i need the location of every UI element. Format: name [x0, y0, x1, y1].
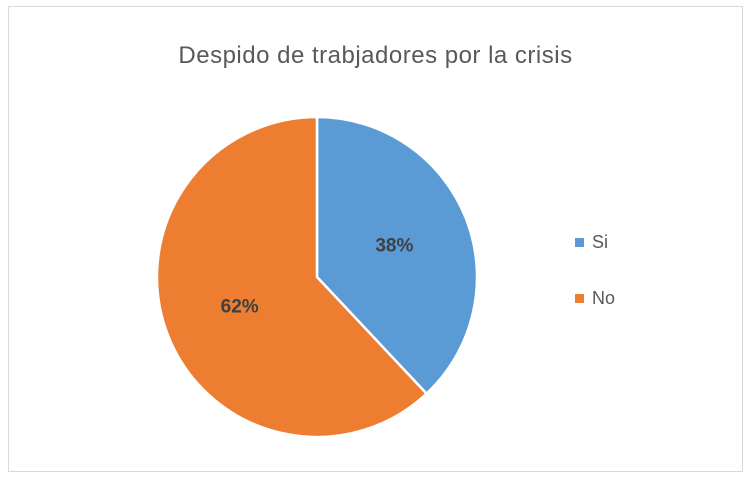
pie-slice-si [315, 115, 479, 395]
legend-label: No [592, 287, 616, 308]
chart-legend: Si No [575, 228, 615, 340]
data-label-si: 38% [375, 235, 413, 256]
legend-swatch [575, 293, 584, 303]
legend-item-no: No [575, 284, 615, 312]
legend-label: Si [592, 231, 609, 252]
legend-item-si: Si [575, 228, 615, 256]
pie-slices [155, 115, 479, 439]
legend-swatch [575, 237, 584, 247]
chart-title: Despido de trabjadores por la crisis [178, 42, 573, 69]
pie-data-labels: 38% 62% [221, 235, 414, 317]
pie-slice-no [155, 115, 428, 439]
data-label-no: 62% [221, 297, 259, 318]
